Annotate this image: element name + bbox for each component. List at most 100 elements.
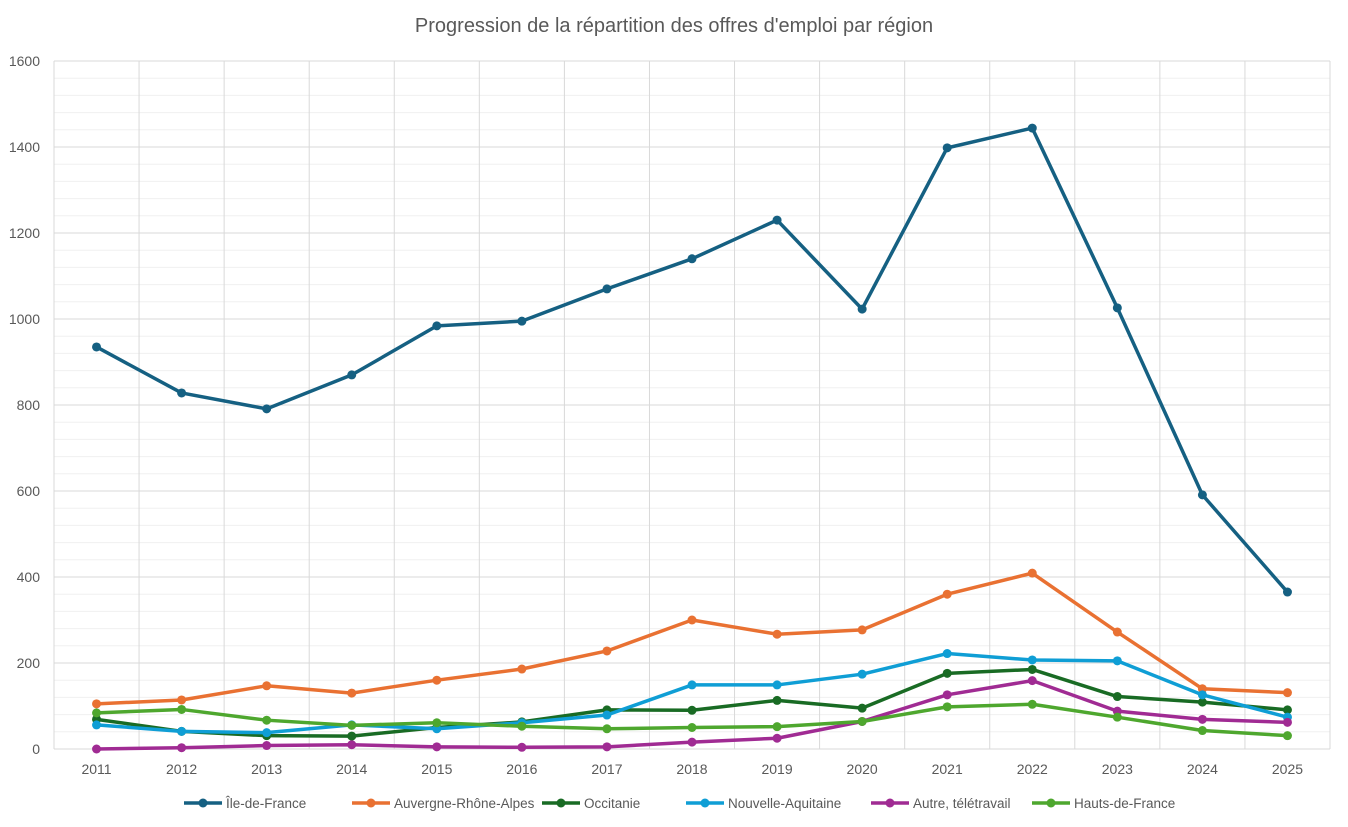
x-tick-label: 2023 [1102, 761, 1133, 777]
data-point [942, 668, 952, 678]
data-point [1197, 726, 1207, 736]
x-tick-label: 2013 [251, 761, 282, 777]
data-point [347, 370, 357, 380]
legend-marker [1046, 798, 1056, 808]
y-tick-label: 1200 [9, 225, 40, 241]
data-point [1027, 664, 1037, 674]
x-tick-label: 2022 [1017, 761, 1048, 777]
legend-item: Auvergne-Rhône-Alpes [352, 796, 535, 811]
data-point [687, 705, 697, 715]
data-point [1197, 490, 1207, 500]
legend-marker [366, 798, 376, 808]
legend-item: Autre, télétravail [871, 796, 1011, 811]
data-point [772, 629, 782, 639]
y-tick-label: 200 [17, 655, 41, 671]
data-point [687, 254, 697, 264]
x-tick-label: 2016 [506, 761, 537, 777]
data-point [772, 722, 782, 732]
gridlines [53, 60, 1331, 750]
data-point [517, 721, 527, 731]
data-point [1112, 692, 1122, 702]
x-tick-label: 2017 [591, 761, 622, 777]
y-tick-label: 1000 [9, 311, 40, 327]
data-point [1112, 712, 1122, 722]
data-point [857, 625, 867, 635]
data-point [517, 664, 527, 674]
data-point [1282, 717, 1292, 727]
data-point [1027, 655, 1037, 665]
legend-label: Occitanie [584, 796, 640, 811]
legend-marker [885, 798, 895, 808]
data-point [262, 681, 272, 691]
series-5 [92, 699, 1292, 741]
data-point [772, 215, 782, 225]
data-point [857, 669, 867, 679]
data-point [942, 702, 952, 712]
data-point [687, 615, 697, 625]
data-point [1282, 587, 1292, 597]
data-point [1112, 303, 1122, 313]
data-point [432, 742, 442, 752]
chart-title: Progression de la répartition des offres… [415, 15, 933, 37]
data-point [177, 726, 187, 736]
series-1 [92, 568, 1292, 709]
data-point [1112, 656, 1122, 666]
legend-item: Île-de-France [184, 796, 306, 811]
legend-marker [700, 798, 710, 808]
data-point [1197, 697, 1207, 707]
data-point [517, 316, 527, 326]
legend-label: Nouvelle-Aquitaine [728, 796, 841, 811]
data-point [347, 720, 357, 730]
data-point [92, 342, 102, 352]
x-tick-label: 2015 [421, 761, 452, 777]
data-point [177, 743, 187, 753]
data-point [1027, 699, 1037, 709]
data-point [1027, 568, 1037, 578]
data-point [177, 388, 187, 398]
data-point [602, 724, 612, 734]
data-point [772, 733, 782, 743]
data-point [687, 723, 697, 732]
y-tick-label: 1400 [9, 139, 40, 155]
data-point [857, 304, 867, 314]
data-point [942, 649, 952, 659]
data-point [602, 710, 612, 720]
data-point [92, 699, 102, 709]
data-point [687, 737, 697, 747]
x-tick-label: 2024 [1187, 761, 1218, 777]
legend-label: Autre, télétravail [913, 796, 1011, 811]
x-axis-ticks: 2011 2012 2013 2014 2015 2016 2017 2018 2019 2020… [81, 761, 1303, 777]
data-point [262, 715, 272, 725]
series-0 [92, 123, 1292, 597]
x-tick-label: 2012 [166, 761, 197, 777]
data-point [857, 703, 867, 713]
y-axis-ticks: 0 200 400 600 800 1000 1200 1400 1600 [9, 53, 40, 757]
legend-item: Occitanie [542, 796, 640, 811]
data-point [772, 680, 782, 690]
data-point [687, 680, 697, 690]
data-point [177, 695, 187, 705]
legend-label: Auvergne-Rhône-Alpes [394, 796, 535, 811]
data-point [602, 646, 612, 656]
legend: Île-de-France Auvergne-Rhône-Alpes Occitan… [184, 796, 1175, 811]
data-point [1027, 123, 1037, 133]
data-point [602, 284, 612, 294]
data-point [177, 704, 187, 714]
data-point [92, 708, 102, 718]
data-point [92, 720, 102, 730]
data-point [262, 741, 272, 751]
data-point [1197, 714, 1207, 724]
data-point [92, 744, 102, 754]
legend-label: Hauts-de-France [1074, 796, 1175, 811]
series-line [95, 126, 1289, 594]
y-tick-label: 600 [17, 483, 41, 499]
data-point [347, 688, 357, 698]
y-tick-label: 800 [17, 397, 41, 413]
data-point [942, 143, 952, 153]
y-tick-label: 400 [17, 569, 41, 585]
x-tick-label: 2020 [847, 761, 878, 777]
data-point [1282, 731, 1292, 741]
legend-label: Île-de-France [225, 796, 306, 811]
data-point [1112, 627, 1122, 637]
